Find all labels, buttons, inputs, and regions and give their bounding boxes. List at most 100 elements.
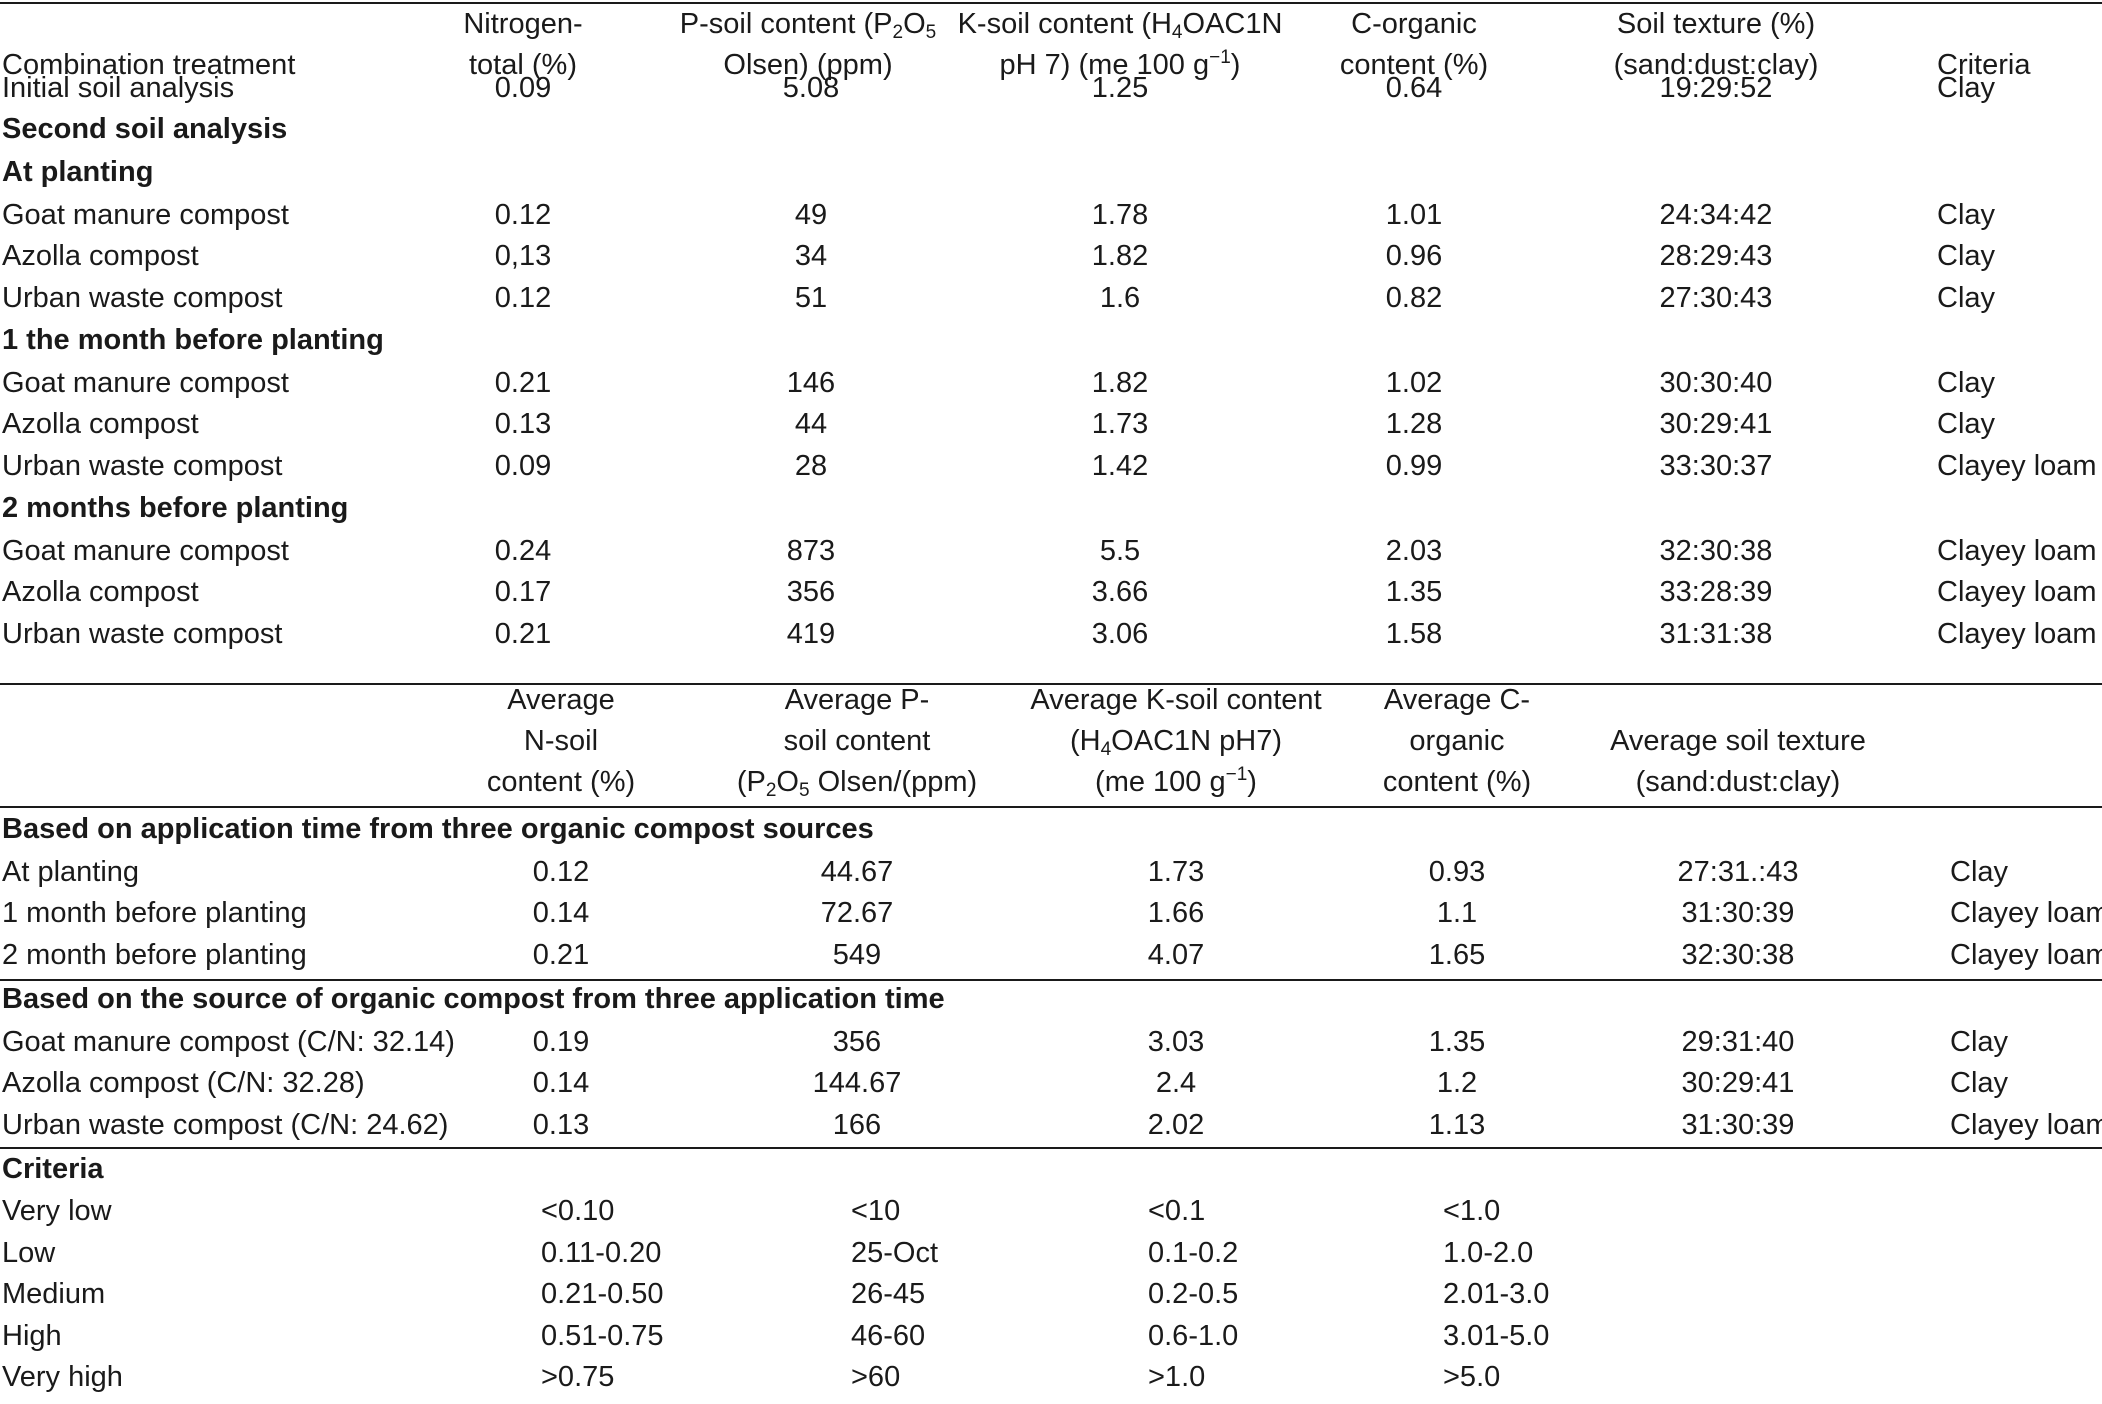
cell-criteria: Clay [1950, 856, 2009, 888]
row-label: Urban waste compost [2, 282, 283, 314]
cell-soil-texture: 28:29:43 [1659, 240, 1773, 272]
table1-bottom-rule [0, 683, 2102, 685]
cell-nitrogen: 0.21 [494, 618, 552, 650]
table-top-rule [0, 2, 2102, 4]
criteria-title: Criteria [2, 1153, 104, 1185]
criteria-k-range: >1.0 [1148, 1361, 1206, 1393]
cell-c-organic: 0.64 [1385, 72, 1443, 104]
cell-criteria: Clay [1937, 367, 1996, 399]
criteria-p-range: >60 [851, 1361, 901, 1393]
cell-avg-soil-texture: 32:30:38 [1681, 939, 1795, 971]
cell-criteria: Clay [1937, 199, 1996, 231]
cell-soil-texture: 33:28:39 [1659, 576, 1773, 608]
cell-k-soil: 1.78 [1091, 199, 1149, 231]
cell-avg-c-organic: 1.1 [1436, 897, 1478, 929]
criteria-c-range: <1.0 [1443, 1195, 1501, 1227]
cell-k-soil: 1.82 [1091, 240, 1149, 272]
criteria-nitrogen-range: >0.75 [541, 1361, 615, 1393]
header-nitrogen-total: Nitrogen- total (%) [463, 8, 583, 81]
row-label: Azolla compost (C/N: 32.28) [2, 1067, 365, 1099]
criteria-k-range: 0.1-0.2 [1148, 1237, 1239, 1269]
section-compost-source: Based on the source of organic compost f… [2, 983, 945, 1015]
cell-avg-soil-texture: 29:31:40 [1681, 1026, 1795, 1058]
section-label: 1 the month before planting [2, 324, 384, 356]
cell-c-organic: 1.58 [1385, 618, 1443, 650]
cell-avg-k-soil: 2.02 [1147, 1109, 1205, 1141]
criteria-nitrogen-range: 0.51-0.75 [541, 1320, 664, 1352]
cell-avg-k-soil: 4.07 [1147, 939, 1205, 971]
section-source-bottom-rule [0, 1147, 2102, 1149]
row-label: Urban waste compost [2, 618, 283, 650]
row-label: 1 month before planting [2, 897, 307, 929]
cell-criteria: Clayey loam [1950, 939, 2102, 971]
cell-p-soil: 49 [794, 199, 828, 231]
cell-soil-texture: 30:29:41 [1659, 408, 1773, 440]
cell-avg-nitrogen: 0.21 [532, 939, 590, 971]
row-label: Urban waste compost (C/N: 24.62) [2, 1109, 449, 1141]
row-label: Goat manure compost [2, 199, 289, 231]
header-c-organic-content: C-organic content (%) [1339, 8, 1489, 81]
cell-c-organic: 1.35 [1385, 576, 1443, 608]
cell-p-soil: 34 [794, 240, 828, 272]
criteria-level-label: High [2, 1320, 62, 1352]
criteria-p-range: 25-Oct [851, 1237, 939, 1269]
cell-criteria: Clay [1950, 1067, 2009, 1099]
criteria-level-label: Very low [2, 1195, 112, 1227]
cell-soil-texture: 19:29:52 [1659, 72, 1773, 104]
cell-c-organic: 0.99 [1385, 450, 1443, 482]
cell-nitrogen: 0.13 [494, 408, 552, 440]
cell-soil-texture: 31:31:38 [1659, 618, 1773, 650]
cell-p-soil: 28 [794, 450, 828, 482]
table2-header-rule [0, 806, 2102, 808]
cell-criteria: Clayey loam [1937, 618, 2097, 650]
cell-c-organic: 1.28 [1385, 408, 1443, 440]
section-label: Second soil analysis [2, 113, 288, 145]
cell-avg-p-soil: 72.67 [820, 897, 894, 929]
cell-avg-c-organic: 1.2 [1436, 1067, 1478, 1099]
row-label: At planting [2, 856, 140, 888]
header-combination-treatment: Combination treatment [2, 49, 296, 81]
row-label: Goat manure compost [2, 367, 289, 399]
cell-c-organic: 0.82 [1385, 282, 1443, 314]
cell-p-soil: 356 [786, 576, 836, 608]
row-label: Initial soil analysis [2, 72, 235, 104]
cell-avg-soil-texture: 31:30:39 [1681, 897, 1795, 929]
header-average-c-organic: Average C- organic content (%) [1382, 684, 1532, 798]
cell-avg-nitrogen: 0.19 [532, 1026, 590, 1058]
cell-k-soil: 1.25 [1091, 72, 1149, 104]
cell-avg-k-soil: 2.4 [1155, 1067, 1197, 1099]
cell-avg-k-soil: 1.66 [1147, 897, 1205, 929]
row-label: Azolla compost [2, 240, 199, 272]
cell-k-soil: 1.42 [1091, 450, 1149, 482]
cell-soil-texture: 27:30:43 [1659, 282, 1773, 314]
cell-soil-texture: 32:30:38 [1659, 535, 1773, 567]
cell-avg-p-soil: 44.67 [820, 856, 894, 888]
cell-avg-nitrogen: 0.13 [532, 1109, 590, 1141]
cell-k-soil: 1.6 [1099, 282, 1141, 314]
cell-nitrogen: 0.12 [494, 199, 552, 231]
cell-k-soil: 3.66 [1091, 576, 1149, 608]
cell-nitrogen: 0.09 [494, 72, 552, 104]
criteria-nitrogen-range: 0.11-0.20 [541, 1237, 662, 1269]
row-label: Urban waste compost [2, 450, 283, 482]
cell-nitrogen: 0,13 [494, 240, 552, 272]
criteria-p-range: <10 [851, 1195, 901, 1227]
cell-criteria: Clay [1937, 408, 1996, 440]
cell-avg-nitrogen: 0.14 [532, 1067, 590, 1099]
header-criteria: Criteria [1937, 49, 2031, 81]
header-average-soil-texture: Average soil texture (sand:dust:clay) [1610, 725, 1866, 798]
header-k-soil-content: K-soil content (H4OAC1N pH 7) (me 100 g−… [957, 8, 1283, 81]
row-label: 2 month before planting [2, 939, 307, 971]
cell-c-organic: 2.03 [1385, 535, 1443, 567]
section-application-time: Based on application time from three org… [2, 813, 874, 845]
row-label: Goat manure compost (C/N: 32.14) [2, 1026, 455, 1058]
cell-soil-texture: 24:34:42 [1659, 199, 1773, 231]
cell-avg-soil-texture: 27:31.:43 [1677, 856, 1799, 888]
cell-avg-c-organic: 1.35 [1428, 1026, 1486, 1058]
criteria-level-label: Medium [2, 1278, 106, 1310]
cell-avg-p-soil: 144.67 [812, 1067, 902, 1099]
cell-c-organic: 0.96 [1385, 240, 1443, 272]
criteria-p-range: 26-45 [851, 1278, 926, 1310]
row-label: Azolla compost [2, 408, 199, 440]
criteria-nitrogen-range: 0.21-0.50 [541, 1278, 664, 1310]
